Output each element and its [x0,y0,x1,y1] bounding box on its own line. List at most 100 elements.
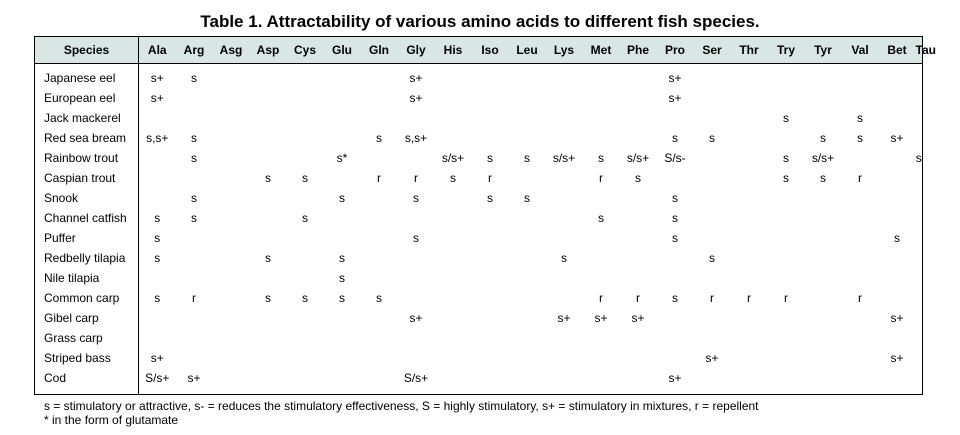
table-cell [213,108,250,128]
table-cell [472,88,509,108]
table-cell [398,148,435,168]
table-cell [472,248,509,268]
table-cell [398,328,435,348]
table-cell [435,108,472,128]
table-cell [509,228,546,248]
table-cell [694,108,731,128]
table-cell [361,64,398,89]
table-cell [731,88,768,108]
table-cell [805,64,842,89]
table-cell [213,328,250,348]
column-header-gln: Gln [360,36,398,64]
table-cell [805,308,842,328]
column-header-lys: Lys [545,36,583,64]
table-cell: s+ [150,91,164,105]
table-cell: s [302,211,308,225]
table-cell [139,328,176,348]
table-cell [546,108,583,128]
table-cell: s [672,211,678,225]
table-cell: s [524,191,530,205]
table-cell [879,268,916,288]
table-cell [731,228,768,248]
table-cell: s+ [631,311,645,325]
table-cell [324,108,361,128]
table-cell [250,148,287,168]
table-cell [620,248,657,268]
table-cell: s+ [890,311,904,325]
table-cell [287,368,324,395]
species-name: Jack mackerel [34,108,139,128]
table-cell [250,208,287,228]
table-cell [472,328,509,348]
table-body: Japanese eel s+ s s+ s+ European eel s+ s+ s+ Jac… [34,63,923,395]
table-cell: s+ [668,371,682,385]
table-cell: s [265,171,271,185]
table-cell [731,248,768,268]
table-cell [546,208,583,228]
table-cell [287,148,324,168]
table-cell [213,188,250,208]
table-cell [842,88,879,108]
table-cell [472,268,509,288]
table-cell: r [599,291,603,305]
table-cell [509,288,546,308]
table-cell: s [376,131,382,145]
species-name: Snook [34,188,139,208]
table-cell: r [858,291,862,305]
table-cell [694,148,731,168]
table-cell [657,308,694,328]
table-row: Common carp s r s s s s r r s r r r r [34,288,923,308]
table-row: Red sea bream s,s+ s s s,s+ s s s s s+ [34,128,923,148]
legend-footnote: s = stimulatory or attractive, s- = redu… [44,399,759,413]
table-cell [287,308,324,328]
column-header-ala: Ala [138,36,176,64]
table-cell [842,268,879,288]
table-cell [805,248,842,268]
table-cell: s [154,231,161,245]
table-row: Striped bass s+ s+ s+ [34,348,923,368]
table-cell [916,188,923,208]
species-name: Channel catfish [34,208,139,228]
table-cell [287,108,324,128]
table-cell [916,348,923,368]
amino-acid-table: Species Ala Arg Asg Asp Cys Glu Gln Gly His Iso Leu… [34,36,936,395]
table-cell [546,268,583,288]
table-cell [176,168,213,188]
table-cell [768,128,805,148]
table-cell [509,168,546,188]
species-name: Gibel carp [34,308,139,328]
table-cell: s [339,191,345,205]
species-name: Puffer [34,228,139,248]
column-header-asg: Asg [212,36,250,64]
table-cell: r [636,291,640,305]
table-cell [287,88,324,108]
table-cell [768,348,805,368]
table-cell: s [857,131,863,145]
table-row: European eel s+ s+ s+ [34,88,923,108]
table-cell [657,328,694,348]
table-cell [398,208,435,228]
table-cell: s [783,171,789,185]
table-cell: s [191,211,197,225]
table-cell [768,248,805,268]
table-cell [620,368,657,395]
table-cell [805,208,842,228]
table-cell: s [894,231,900,245]
table-cell [916,288,923,308]
table-cell [731,64,768,89]
table-cell [546,64,583,89]
table-cell [694,328,731,348]
species-name: Redbelly tilapia [34,248,139,268]
table-cell [583,348,620,368]
table-cell: s,s+ [146,131,169,145]
table-cell: s [783,111,789,125]
table-cell [139,188,176,208]
table-title: Table 1. Attractability of various amino… [200,12,760,31]
table-cell [546,88,583,108]
table-cell [583,228,620,248]
table-cell [879,148,916,168]
table-cell [620,108,657,128]
table-cell [916,368,923,395]
table-cell [916,168,923,188]
table-cell [546,168,583,188]
